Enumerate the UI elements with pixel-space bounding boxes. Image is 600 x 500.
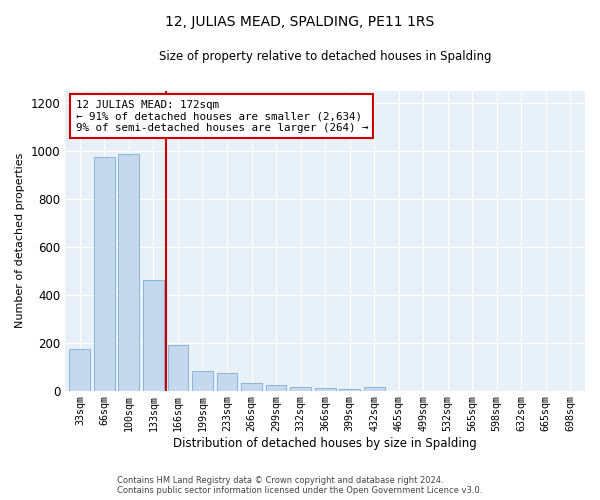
Text: 12 JULIAS MEAD: 172sqm
← 91% of detached houses are smaller (2,634)
9% of semi-d: 12 JULIAS MEAD: 172sqm ← 91% of detached…: [76, 100, 368, 133]
Bar: [314, 388, 335, 390]
Text: Contains HM Land Registry data © Crown copyright and database right 2024.
Contai: Contains HM Land Registry data © Crown c…: [118, 476, 482, 495]
X-axis label: Distribution of detached houses by size in Spalding: Distribution of detached houses by size …: [173, 437, 477, 450]
Bar: [70, 348, 91, 391]
Bar: [266, 384, 286, 390]
Bar: [364, 387, 385, 390]
Bar: [192, 372, 213, 390]
Bar: [94, 156, 115, 390]
Title: Size of property relative to detached houses in Spalding: Size of property relative to detached ho…: [159, 50, 491, 63]
Text: 12, JULIAS MEAD, SPALDING, PE11 1RS: 12, JULIAS MEAD, SPALDING, PE11 1RS: [166, 15, 434, 29]
Bar: [290, 387, 311, 390]
Bar: [241, 384, 262, 390]
Bar: [118, 154, 139, 390]
Bar: [167, 345, 188, 391]
Bar: [217, 372, 238, 390]
Y-axis label: Number of detached properties: Number of detached properties: [15, 153, 25, 328]
Bar: [143, 280, 164, 390]
